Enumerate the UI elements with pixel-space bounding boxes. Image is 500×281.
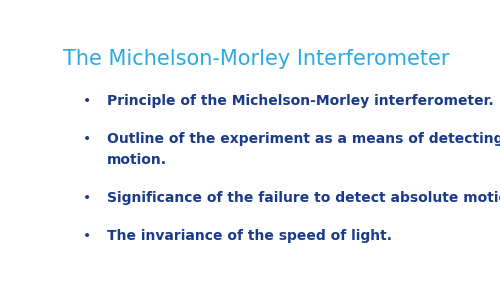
- Text: •: •: [82, 132, 90, 146]
- Text: Outline of the experiment as a means of detecting absolute
motion.: Outline of the experiment as a means of …: [107, 132, 500, 167]
- Text: •: •: [82, 94, 90, 108]
- Text: The Michelson-Morley Interferometer: The Michelson-Morley Interferometer: [63, 49, 450, 69]
- Text: Principle of the Michelson-Morley interferometer.: Principle of the Michelson-Morley interf…: [107, 94, 494, 108]
- Text: •: •: [82, 229, 90, 243]
- Text: The invariance of the speed of light.: The invariance of the speed of light.: [107, 229, 392, 243]
- Text: •: •: [82, 191, 90, 205]
- Text: Significance of the failure to detect absolute motion.: Significance of the failure to detect ab…: [107, 191, 500, 205]
